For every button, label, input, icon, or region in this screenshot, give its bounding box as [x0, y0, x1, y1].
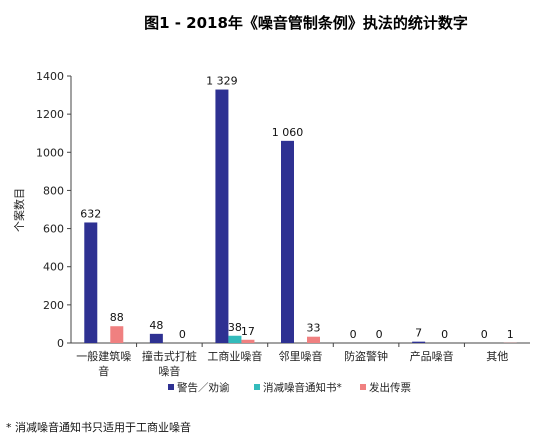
legend-swatch [168, 384, 174, 390]
y-tick-label: 0 [57, 337, 64, 350]
category-label: 防盗警钟 [344, 349, 388, 363]
category-label: 产品噪音 [410, 349, 454, 363]
y-tick-label: 1200 [36, 108, 64, 121]
bar [215, 89, 229, 343]
y-tick-label: 600 [43, 223, 64, 236]
data-label: 0 [376, 328, 383, 341]
plot-area: 020040060080010001200140063288一般建筑噪音480撞… [36, 70, 530, 378]
bar [412, 341, 426, 343]
category-label: 一般建筑噪 [76, 349, 131, 363]
bar [228, 335, 242, 343]
category-label: 工商业噪音 [207, 349, 262, 363]
data-label: 17 [241, 325, 255, 338]
data-label: 7 [415, 327, 422, 340]
category-label: 撞击式打桩 [142, 349, 197, 363]
data-label: 1 [507, 328, 514, 341]
data-label: 1 060 [272, 126, 304, 139]
data-label: 33 [307, 322, 321, 335]
category-label: 邻里噪音 [279, 349, 323, 363]
bar [149, 333, 163, 343]
bar [84, 222, 98, 343]
category-label: 音 [98, 364, 109, 378]
data-label: 0 [350, 328, 357, 341]
legend-entry: 发出传票 [369, 381, 411, 394]
y-axis-label-group: 个案数目 [12, 188, 26, 232]
legend-swatch [254, 384, 260, 390]
legend-entry: 消减噪音通知书* [263, 381, 342, 394]
data-label: 0 [441, 328, 448, 341]
data-label: 88 [110, 311, 124, 324]
legend-entry: 警告／劝谕 [177, 381, 230, 394]
y-tick-label: 1000 [36, 146, 64, 159]
category-label: 其他 [486, 350, 508, 363]
bar [307, 336, 320, 343]
category-label: 噪音 [158, 364, 180, 378]
data-label: 1 329 [206, 75, 238, 88]
data-label: 0 [481, 328, 488, 341]
y-axis-label: 个案数目 [12, 188, 26, 232]
data-label: 48 [149, 319, 163, 332]
footnote: * 消减噪音通知书只适用于工商业噪音 [6, 420, 191, 434]
data-label: 632 [80, 207, 101, 220]
bar [281, 140, 294, 343]
y-tick-label: 200 [43, 299, 64, 312]
y-tick-label: 800 [43, 184, 64, 197]
legend-swatch [360, 384, 366, 390]
chart-title: 图1 - 2018年《噪音管制条例》执法的统计数字 [144, 14, 468, 32]
bar [241, 339, 255, 343]
bar [110, 326, 124, 343]
y-tick-label: 1400 [36, 70, 64, 83]
data-label: 38 [228, 321, 242, 334]
y-tick-label: 400 [43, 261, 64, 274]
legend: 警告／劝谕 消减噪音通知书* 发出传票 [168, 381, 411, 394]
data-label: 0 [179, 328, 186, 341]
